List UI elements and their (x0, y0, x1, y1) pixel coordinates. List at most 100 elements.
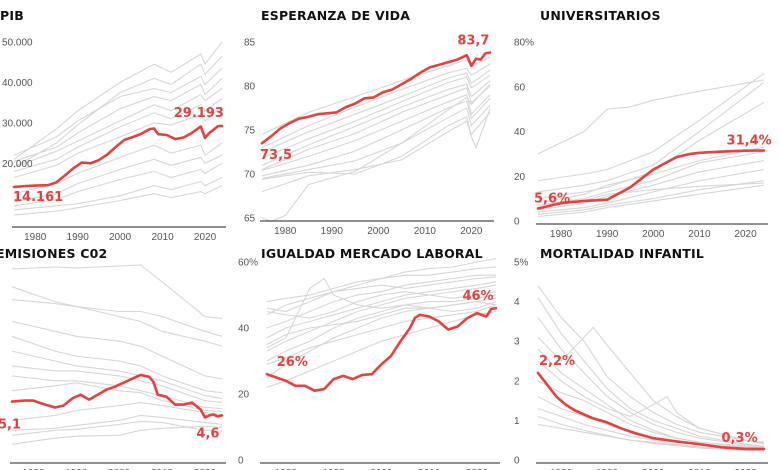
igualdad-end-value-label: 46% (462, 289, 493, 304)
universitarios-y-tick-label: 60 (514, 82, 526, 93)
chart-igualdad: 1980 1990 2000 2010 2020 0 20 40 60% 26% 46% (238, 258, 500, 470)
universitarios-y-tick-label: 20 (514, 172, 526, 183)
universitarios-x-tick-label: 2010 (688, 229, 711, 240)
emisiones-series-highlight (10, 373, 224, 419)
mortalidad-y-tick-label: 4 (514, 297, 520, 308)
pib-series-other-11 (13, 185, 223, 216)
universitarios-x-tick-label: 2000 (642, 229, 665, 240)
mortalidad-series-other-3 (537, 326, 765, 444)
esperanza-x-tick-label: 2010 (414, 226, 437, 237)
esperanza-y-tick-label: 85 (244, 38, 256, 49)
emisiones-series-other-7 (11, 375, 223, 410)
emisiones-start-value-label: 5,1 (0, 418, 21, 433)
emisiones-series-other-1 (11, 286, 223, 347)
esperanza-series-other-10 (261, 112, 491, 193)
pib-series-other-4 (13, 88, 223, 168)
igualdad-x-tick-label: 2020 (466, 468, 489, 470)
pib-y-tick-label: 30.000 (2, 118, 33, 129)
esperanza-y-tick-label: 80 (244, 82, 256, 93)
emisiones-x-tick-label: 2020 (194, 468, 217, 470)
esperanza-series-other-4 (261, 80, 491, 166)
igualdad-series-other-11 (266, 310, 497, 388)
emisiones-series-other-0 (11, 264, 223, 319)
chart-title-universitarios: UNIVERSITARIOS (540, 8, 661, 23)
pib-end-value-label: 29.193 (174, 106, 224, 121)
emisiones-x-tick-label: 1990 (65, 468, 88, 470)
igualdad-series-other-10 (266, 304, 497, 365)
universitarios-series-other-4 (537, 146, 765, 204)
igualdad-series-other-5 (266, 284, 497, 352)
emisiones-series-other-2 (11, 299, 223, 337)
igualdad-series-highlight (265, 306, 498, 392)
pib-series-other-5 (13, 98, 223, 172)
pib-y-tick-label: 40.000 (2, 78, 33, 89)
mortalidad-y-tick-label: 2 (514, 376, 520, 387)
pib-series-highlight (12, 124, 224, 189)
universitarios-y-tick-label: 80% (514, 38, 534, 49)
emisiones-end-value-label: 4,6 (196, 426, 219, 441)
universitarios-x-tick-label: 1990 (596, 229, 619, 240)
mortalidad-x-tick-label: 2010 (688, 468, 711, 470)
chart-title-emisiones: EMISIONES C02 (0, 246, 108, 261)
universitarios-series-other-0 (537, 79, 765, 155)
mortalidad-x-tick-label: 1990 (596, 468, 619, 470)
esperanza-series-other-3 (261, 74, 491, 159)
chart-title-esperanza: ESPERANZA DE VIDA (261, 8, 411, 23)
mortalidad-series-other-2 (537, 317, 765, 448)
pib-series-other-10 (13, 177, 223, 211)
universitarios-x-tick-label: 1980 (550, 229, 573, 240)
pib-x-tick-label: 2010 (151, 232, 174, 243)
pib-series-other-6 (13, 106, 223, 179)
universitarios-start-value-label: 5,6% (534, 191, 570, 206)
esperanza-series-other-7 (261, 97, 491, 177)
igualdad-series-other-6 (266, 291, 497, 319)
universitarios-series-other-1 (537, 72, 765, 182)
esperanza-x-tick-label: 2000 (367, 226, 390, 237)
chart-title-pib: PIB (0, 8, 24, 23)
mortalidad-y-tick-label: 0 (514, 456, 520, 467)
chart-title-mortalidad: MORTALIDAD INFANTIL (540, 246, 705, 261)
universitarios-x-tick-label: 2020 (734, 229, 757, 240)
pib-y-tick-label: 50.000 (2, 38, 33, 49)
pib-x-tick-label: 1990 (67, 232, 90, 243)
universitarios-series-other-8 (537, 180, 765, 215)
pib-series-other-2 (13, 67, 223, 156)
esperanza-y-tick-label: 65 (244, 214, 256, 225)
esperanza-y-tick-label: 70 (244, 170, 256, 181)
chart-emisiones: 1980 1990 2000 2010 2020 5,1 4,6 (0, 264, 226, 470)
universitarios-series-other-7 (537, 168, 765, 213)
igualdad-y-tick-label: 20 (238, 390, 250, 401)
emisiones-x-tick-label: 2010 (151, 468, 174, 470)
pib-series-other-3 (13, 78, 223, 162)
emisiones-series-other-3 (11, 320, 223, 380)
esperanza-end-value-label: 83,7 (457, 33, 489, 48)
esperanza-y-tick-label: 75 (244, 126, 256, 137)
emisiones-series-other-6 (11, 365, 223, 404)
pib-x-tick-label: 1980 (24, 232, 47, 243)
esperanza-series-other-6 (261, 94, 491, 172)
pib-y-tick-label: 20.000 (2, 159, 33, 170)
igualdad-series-other-2 (266, 274, 496, 329)
pib-x-tick-label: 2020 (194, 232, 217, 243)
pib-start-value-label: 14.161 (13, 190, 63, 205)
esperanza-series-other-1 (261, 63, 491, 149)
igualdad-start-value-label: 26% (277, 355, 308, 370)
emisiones-series-other-11 (11, 420, 223, 436)
universitarios-series-other-5 (537, 151, 765, 206)
mortalidad-series-other-1 (537, 297, 765, 447)
universitarios-series-other-9 (537, 184, 765, 218)
igualdad-y-tick-label: 60% (238, 258, 258, 269)
chart-mortalidad: 1980 1990 2000 2010 2020 0 1 2 3 4 5% 2,2% 0,3% (514, 258, 768, 470)
igualdad-x-tick-label: 1980 (275, 468, 298, 470)
mortalidad-end-value-label: 0,3% (722, 431, 758, 446)
mortalidad-start-value-label: 2,2% (539, 354, 575, 369)
mortalidad-y-tick-label: 1 (514, 416, 520, 427)
igualdad-y-tick-label: 0 (238, 456, 244, 467)
mortalidad-x-tick-label: 2020 (734, 468, 757, 470)
mortalidad-series-highlight (536, 371, 766, 451)
igualdad-series-other-4 (266, 281, 497, 339)
mortalidad-y-tick-label: 3 (514, 337, 520, 348)
igualdad-y-tick-label: 40 (238, 324, 250, 335)
